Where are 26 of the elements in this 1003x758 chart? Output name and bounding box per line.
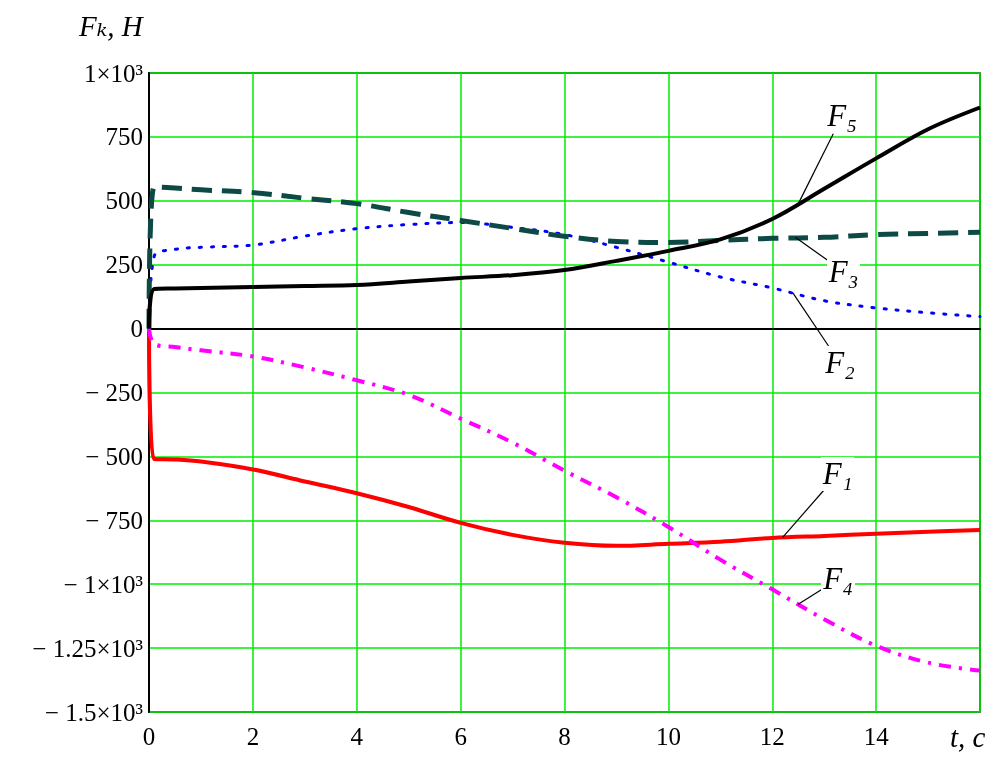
y-tick-label: 0 xyxy=(130,315,143,343)
annotation: F₂ xyxy=(823,345,857,381)
x-axis-title: t, c xyxy=(950,721,986,754)
y-axis-title: Fₖ, H xyxy=(79,10,143,43)
annotation: F₅ xyxy=(825,97,860,133)
x-tick-label: 4 xyxy=(350,723,364,750)
y-tick-label: 500 xyxy=(105,187,143,215)
y-tick-label: 250 xyxy=(105,251,143,279)
x-tick-label: 10 xyxy=(655,723,681,750)
y-tick-label: − 1×10³ xyxy=(63,570,144,598)
x-tick-label: 14 xyxy=(863,723,890,750)
annotation: F₁ xyxy=(820,456,855,492)
y-tick-label: − 250 xyxy=(85,379,143,406)
x-tick-label: 8 xyxy=(558,723,571,750)
x-tick-label: 12 xyxy=(759,723,785,750)
annotation: F₃ xyxy=(826,253,861,289)
annotation: F₄ xyxy=(821,561,856,597)
x-tick-label: 2 xyxy=(246,723,260,750)
y-tick-label: − 750 xyxy=(85,506,143,534)
line-series xyxy=(147,326,982,673)
y-tick-label: − 1.5×10³ xyxy=(44,698,144,726)
x-tick-label: 6 xyxy=(454,723,467,750)
y-tick-label: 1×10³ xyxy=(83,59,144,87)
y-tick-label: − 500 xyxy=(85,442,143,470)
y-tick-label: − 1.25×10³ xyxy=(32,634,144,662)
y-tick-label: 750 xyxy=(105,123,143,151)
